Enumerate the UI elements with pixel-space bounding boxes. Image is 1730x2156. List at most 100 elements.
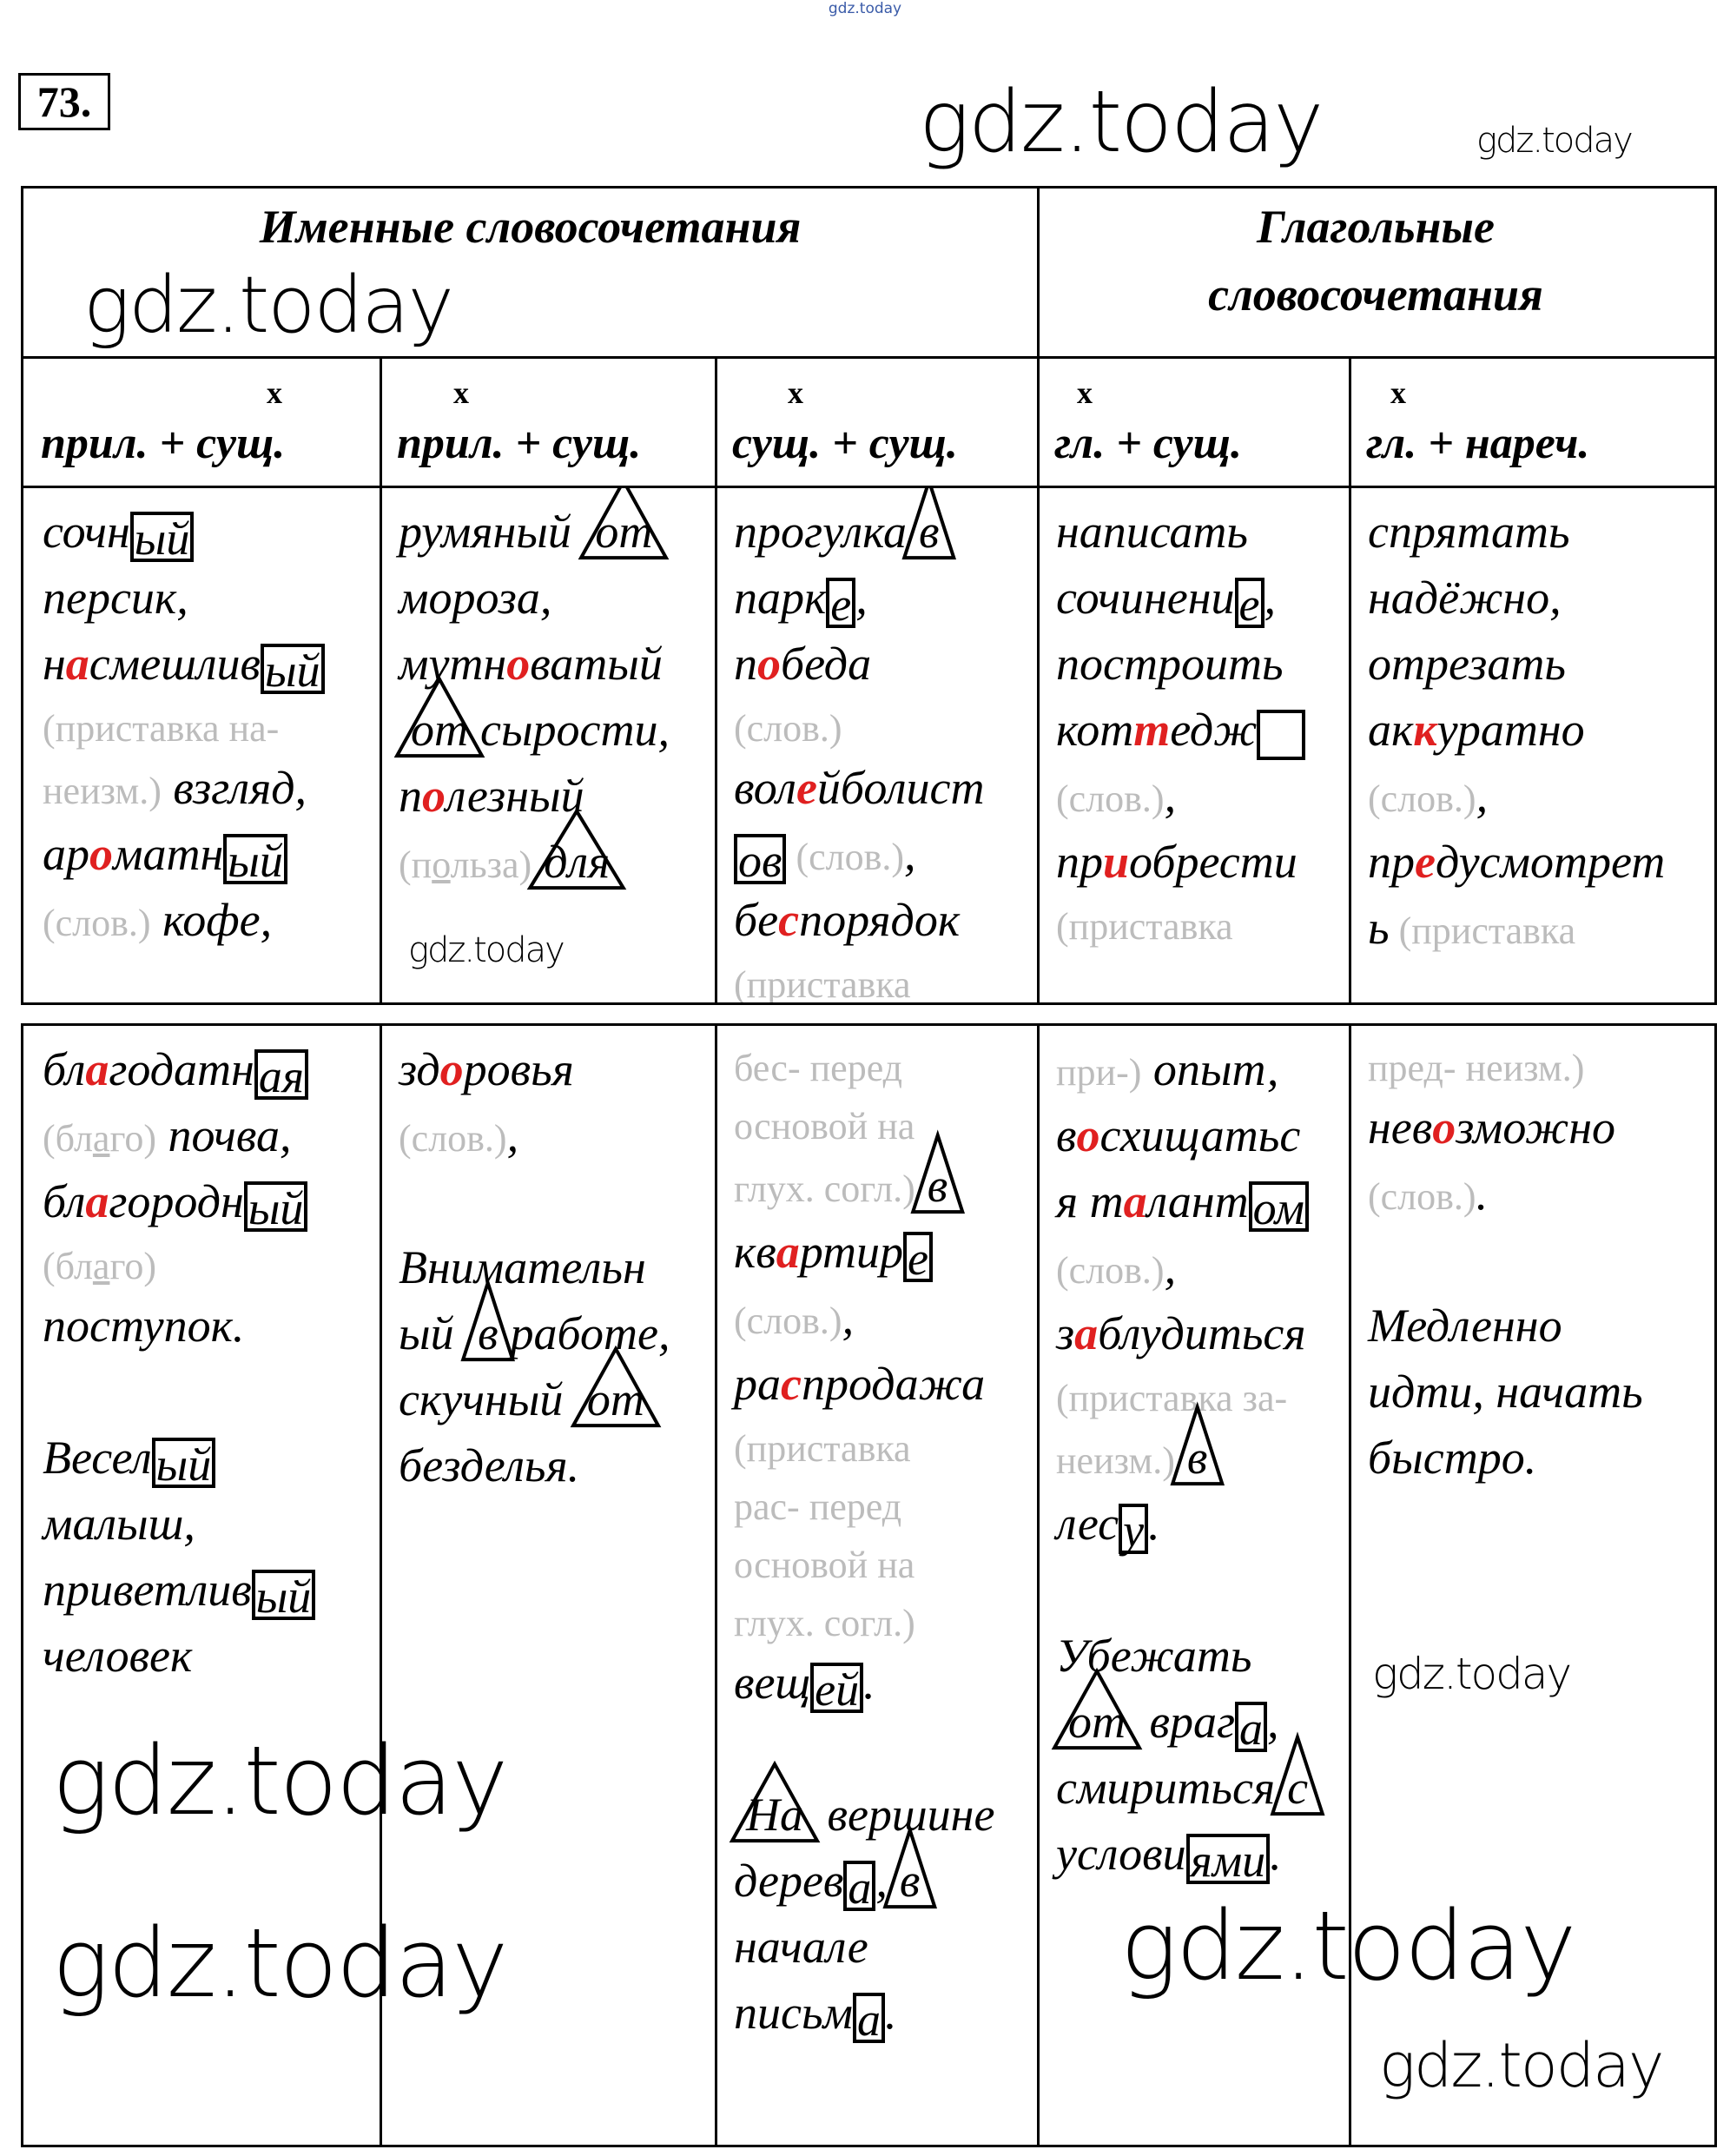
note-text: (слов.) bbox=[786, 836, 905, 878]
highlighted-letter: о bbox=[422, 770, 446, 822]
word-text: смириться bbox=[1056, 1762, 1276, 1814]
text-line bbox=[1056, 1557, 1349, 1623]
watermark: gdz.today bbox=[1372, 1649, 1572, 1699]
note-text: (приставка bbox=[1056, 905, 1233, 948]
text-line: написать bbox=[1056, 499, 1349, 565]
text-line: от сырости, bbox=[399, 697, 715, 763]
highlighted-letter: о bbox=[1432, 1101, 1456, 1154]
preposition-text: в bbox=[919, 506, 940, 558]
header-verbal: Глагольные словосочетания bbox=[1037, 188, 1714, 359]
note-text: (слов.) bbox=[734, 707, 842, 750]
word-text: вол bbox=[734, 762, 796, 814]
triangle-icon bbox=[884, 1829, 935, 1908]
word-text: отрезать bbox=[1368, 638, 1566, 690]
text-line: (слов.), bbox=[1368, 763, 1717, 829]
text-line: ый в работе, bbox=[399, 1300, 715, 1366]
text-line: рас- перед bbox=[734, 1475, 1037, 1533]
subheader-label: сущ. + сущ. bbox=[732, 419, 958, 468]
divider bbox=[715, 1026, 717, 2145]
text-line: мороза, bbox=[399, 565, 715, 631]
preposition-triangle: в bbox=[915, 1153, 960, 1219]
word-text: бе bbox=[734, 894, 779, 946]
text-line: (приставка за- bbox=[1056, 1366, 1349, 1425]
word-text: зможно bbox=[1456, 1101, 1616, 1154]
note-text: (слов.) bbox=[399, 1117, 507, 1160]
word-text: дерев bbox=[734, 1855, 844, 1907]
text-line: пред- неизм.) bbox=[1368, 1036, 1717, 1095]
text-line: (слов.), bbox=[734, 1285, 1037, 1351]
note-text: (слов.) bbox=[43, 902, 151, 944]
preposition-triangle: На bbox=[734, 1782, 815, 1848]
ending-box: ый bbox=[129, 511, 195, 562]
word-text: Убежать bbox=[1056, 1630, 1252, 1682]
ending-box: ый bbox=[251, 1569, 316, 1620]
word-text: скучный bbox=[399, 1373, 575, 1425]
cross-mark: x bbox=[453, 375, 469, 410]
preposition-text: в bbox=[899, 1855, 921, 1907]
table2-cell-2: здоровья (слов.), Внимательн ый в работе, ску… bbox=[380, 1026, 715, 2145]
subheader-label: гл. + сущ. bbox=[1054, 419, 1242, 468]
note-text: (слов.) bbox=[1056, 1249, 1165, 1292]
table2-cell-5: пред- неизм.) невозможно (слов.). Медленно и… bbox=[1349, 1026, 1717, 2145]
word-text: ар bbox=[43, 828, 89, 880]
text-line: идти, начать bbox=[1368, 1359, 1717, 1425]
note-stressed-letter: а bbox=[92, 1245, 110, 1287]
text-line: (приставка bbox=[734, 1417, 1037, 1475]
note-text: льза) bbox=[450, 843, 532, 886]
word-text: , bbox=[1476, 770, 1489, 822]
text-line: неизм.) взгляд, bbox=[43, 755, 380, 821]
note-text: глух. согл.) bbox=[734, 1167, 915, 1210]
subheader-2: x прил. + сущ. bbox=[380, 359, 715, 488]
word-text: , bbox=[904, 828, 916, 880]
triangle-icon bbox=[462, 1281, 513, 1361]
subheader-5: x гл. + нареч. bbox=[1349, 359, 1717, 488]
word-text: сырости, bbox=[480, 704, 670, 756]
text-line: победа bbox=[734, 631, 1037, 697]
text-line: бес- перед bbox=[734, 1036, 1037, 1095]
text-line: персик, bbox=[43, 565, 380, 631]
word-text: парк bbox=[734, 572, 827, 624]
preposition-triangle: от bbox=[583, 499, 664, 565]
preposition-triangle: от bbox=[399, 697, 480, 763]
text-line: сочинение, bbox=[1056, 565, 1349, 631]
highlighted-letter: с bbox=[778, 894, 800, 946]
word-text: почва, bbox=[156, 1109, 292, 1161]
table1-cell-4: написать сочинение, построить коттедж (слов… bbox=[1037, 488, 1349, 1002]
word-text: , bbox=[1264, 572, 1277, 624]
note-text: (бл bbox=[43, 1245, 93, 1287]
table2-cell-1: благодатная (благо) почва, благородный (бла… bbox=[23, 1026, 380, 2145]
ending-box: а bbox=[1235, 1701, 1268, 1752]
word-text: Весел bbox=[43, 1432, 152, 1484]
ending-box: е bbox=[826, 577, 856, 628]
note-text: го) bbox=[109, 1245, 157, 1287]
word-text: , bbox=[855, 572, 868, 624]
word-text: мороза, bbox=[399, 572, 552, 624]
word-text: нев bbox=[1368, 1101, 1433, 1154]
watermark: gdz.today bbox=[52, 1725, 508, 1836]
word-text: малыш, bbox=[43, 1498, 195, 1550]
text-line: неизм.) в bbox=[1056, 1425, 1349, 1491]
divider bbox=[1349, 1026, 1351, 2145]
preposition-triangle: для bbox=[532, 829, 622, 895]
highlighted-letter: т bbox=[1133, 704, 1171, 756]
word-text: сочн bbox=[43, 506, 130, 558]
text-line: парке, bbox=[734, 565, 1037, 631]
text-line: (благо) почва, bbox=[43, 1102, 380, 1168]
note-text: неизм.) bbox=[1056, 1439, 1175, 1482]
text-line: скучный от bbox=[399, 1366, 715, 1432]
note-text: (приставка bbox=[734, 1427, 911, 1470]
word-text: ртир bbox=[799, 1226, 903, 1278]
word-text: лант bbox=[1146, 1175, 1249, 1227]
word-text: схищатьс bbox=[1099, 1109, 1301, 1161]
text-line: лесу. bbox=[1056, 1491, 1349, 1557]
word-text: услови bbox=[1056, 1828, 1186, 1880]
text-line: (слов.) bbox=[734, 697, 1037, 755]
word-text: пр bbox=[1368, 836, 1415, 888]
text-line: спрятать bbox=[1368, 499, 1717, 565]
highlighted-letter: с bbox=[781, 1358, 802, 1410]
text-line: (приставка bbox=[734, 953, 1037, 1002]
divider bbox=[380, 1026, 382, 2145]
word-text: взгляд, bbox=[161, 762, 307, 814]
word-text: н bbox=[43, 638, 66, 690]
text-line: (благо) bbox=[43, 1234, 380, 1293]
